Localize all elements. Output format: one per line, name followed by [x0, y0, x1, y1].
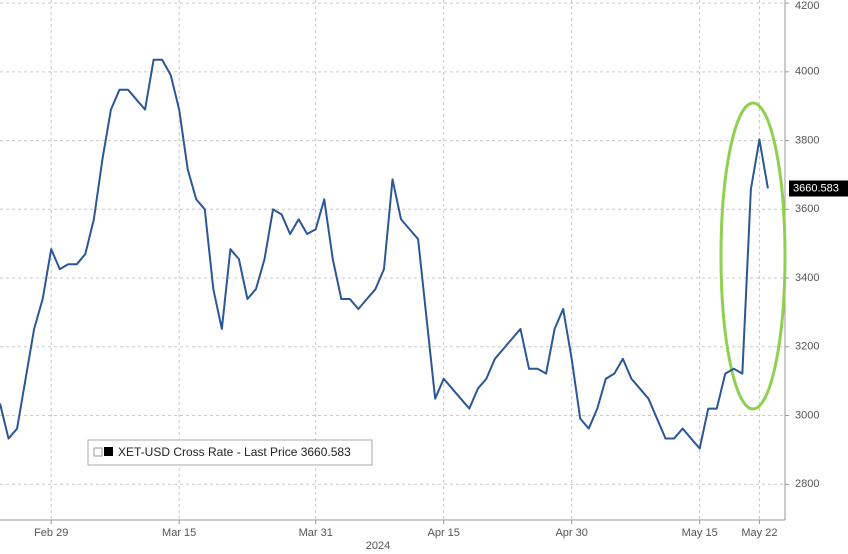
- y-tick-label: 3000: [795, 409, 819, 421]
- x-tick-label: Mar 31: [299, 527, 333, 539]
- y-tick-label: 3600: [795, 203, 819, 215]
- x-tick-label: Feb 29: [34, 527, 68, 539]
- x-tick-label: Apr 30: [555, 527, 587, 539]
- x-axis-label: 2024: [366, 540, 390, 552]
- y-tick-label: 4000: [795, 66, 819, 78]
- x-tick-label: Apr 15: [427, 527, 459, 539]
- grid: [0, 0, 785, 520]
- x-tick-label: Mar 15: [162, 527, 196, 539]
- last-price-box: [789, 180, 848, 197]
- y-tick-label: 3800: [795, 134, 819, 146]
- price-line: [0, 58, 769, 450]
- legend-label: XET-USD Cross Rate - Last Price 3660.583: [118, 445, 351, 459]
- y-tick-label: 4200: [795, 0, 819, 12]
- highlight-ellipse: [719, 101, 787, 411]
- legend-box: [87, 439, 373, 466]
- y-tick-label: 3200: [795, 341, 819, 353]
- plot-area: [0, 0, 785, 520]
- legend-icon: [93, 447, 103, 457]
- x-tick-label: May 22: [741, 527, 777, 539]
- legend: XET-USD Cross Rate - Last Price 3660.583: [87, 439, 373, 466]
- last-price-label: 3660.583: [793, 182, 839, 194]
- legend-swatch: [104, 447, 113, 456]
- y-tick-label: 3400: [795, 272, 819, 284]
- y-tick-label: 2800: [795, 478, 819, 490]
- x-tick-label: May 15: [682, 527, 718, 539]
